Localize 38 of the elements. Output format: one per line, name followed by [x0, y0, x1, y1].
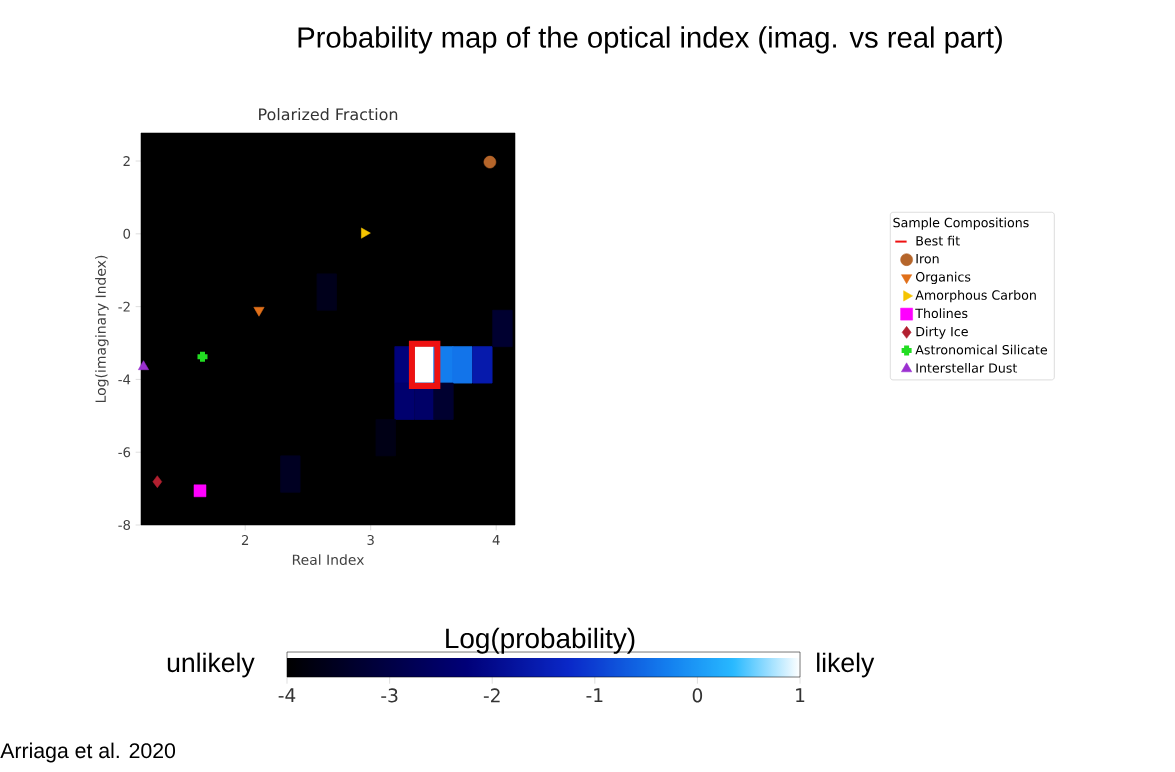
legend-label: Organics [915, 271, 971, 285]
y-tick-label: -6 [118, 447, 131, 458]
legend-label: Amorphous Carbon [915, 290, 1036, 303]
text: likely [817, 652, 875, 678]
color-bar-label: 1 [796, 688, 805, 702]
y-axis-title: Log(imaginary Index) [95, 255, 109, 402]
point [152, 475, 163, 488]
point [193, 484, 207, 498]
color-bar-label: 0 [692, 688, 703, 703]
point [253, 306, 265, 317]
color-bar-label: -4 [278, 688, 296, 702]
x-tick-label: 4 [492, 535, 500, 545]
color-bar-label: -2 [483, 688, 500, 703]
x-tick-label: 2 [241, 535, 249, 545]
legend-label: Interstellar Dust [916, 363, 1018, 373]
x-tick-label: 3 [367, 535, 374, 546]
y-tick-label: 0 [123, 228, 131, 239]
y-tick-label: -2 [118, 301, 130, 312]
y-tick-label: -8 [118, 519, 131, 531]
legend-label: Best fit [916, 235, 960, 246]
legend-label: Astronomical Silicate [915, 344, 1048, 355]
legend-label: Dirty Ice [916, 326, 968, 339]
legend-label: Tholines [915, 308, 968, 319]
legend-title: Sample Compositions [893, 217, 1029, 230]
color-bar-title: Log(probability) [446, 627, 635, 654]
chart-subtitle: Polarized Fraction [259, 108, 398, 121]
color-bar-label: -1 [586, 688, 603, 702]
point [138, 360, 149, 370]
legend-label: Iron [916, 254, 939, 264]
text: Arriaga et al. 2020 [0, 742, 176, 763]
point [361, 227, 371, 239]
point [483, 155, 497, 169]
text: Probability map of the optical index (imag. vs real part) [298, 26, 1002, 54]
text: unlikely [167, 652, 255, 678]
y-tick-label: 2 [123, 156, 130, 166]
x-axis-title: Real Index [292, 554, 365, 565]
y-tick-label: -4 [118, 374, 131, 385]
color-bar-label: -3 [381, 688, 398, 703]
